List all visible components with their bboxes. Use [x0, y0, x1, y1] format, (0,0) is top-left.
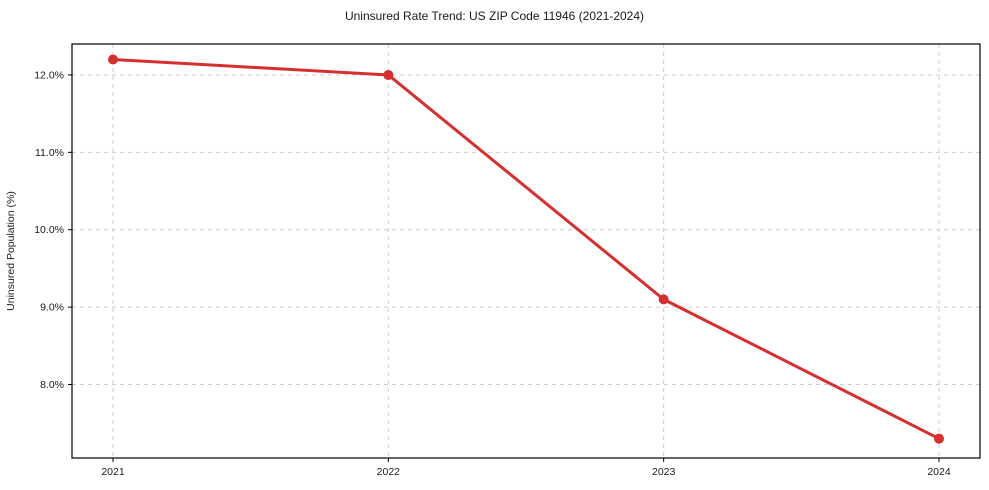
- y-tick-label: 8.0%: [40, 379, 64, 391]
- y-tick-label: 12.0%: [34, 69, 64, 81]
- y-axis-label: Uninsured Population (%): [5, 191, 17, 311]
- x-tick-label: 2021: [101, 466, 125, 478]
- x-tick-labels: 2021 2022 2023 2024: [101, 466, 951, 478]
- data-point: [934, 433, 944, 444]
- x-tick-label: 2024: [927, 466, 951, 478]
- plot-area: [72, 44, 980, 458]
- axes-border: [71, 43, 981, 459]
- y-tick-label: 10.0%: [34, 224, 64, 236]
- gridlines: [72, 44, 980, 458]
- chart-title: Uninsured Rate Trend: US ZIP Code 11946 …: [345, 9, 644, 23]
- tick-marks: [68, 74, 940, 462]
- data-point: [108, 54, 118, 65]
- trend-line: [111, 57, 941, 441]
- plot-border: [71, 43, 981, 459]
- y-tick-label: 11.0%: [35, 147, 64, 159]
- y-tick-labels: 8.0% 9.0% 10.0% 11.0% 12.0%: [34, 69, 64, 391]
- data-series: [108, 54, 944, 444]
- data-point: [383, 69, 394, 80]
- y-tick-label: 9.0%: [40, 302, 64, 314]
- data-point: [658, 294, 669, 305]
- x-tick-label: 2023: [652, 466, 676, 478]
- x-tick-label: 2022: [377, 466, 401, 478]
